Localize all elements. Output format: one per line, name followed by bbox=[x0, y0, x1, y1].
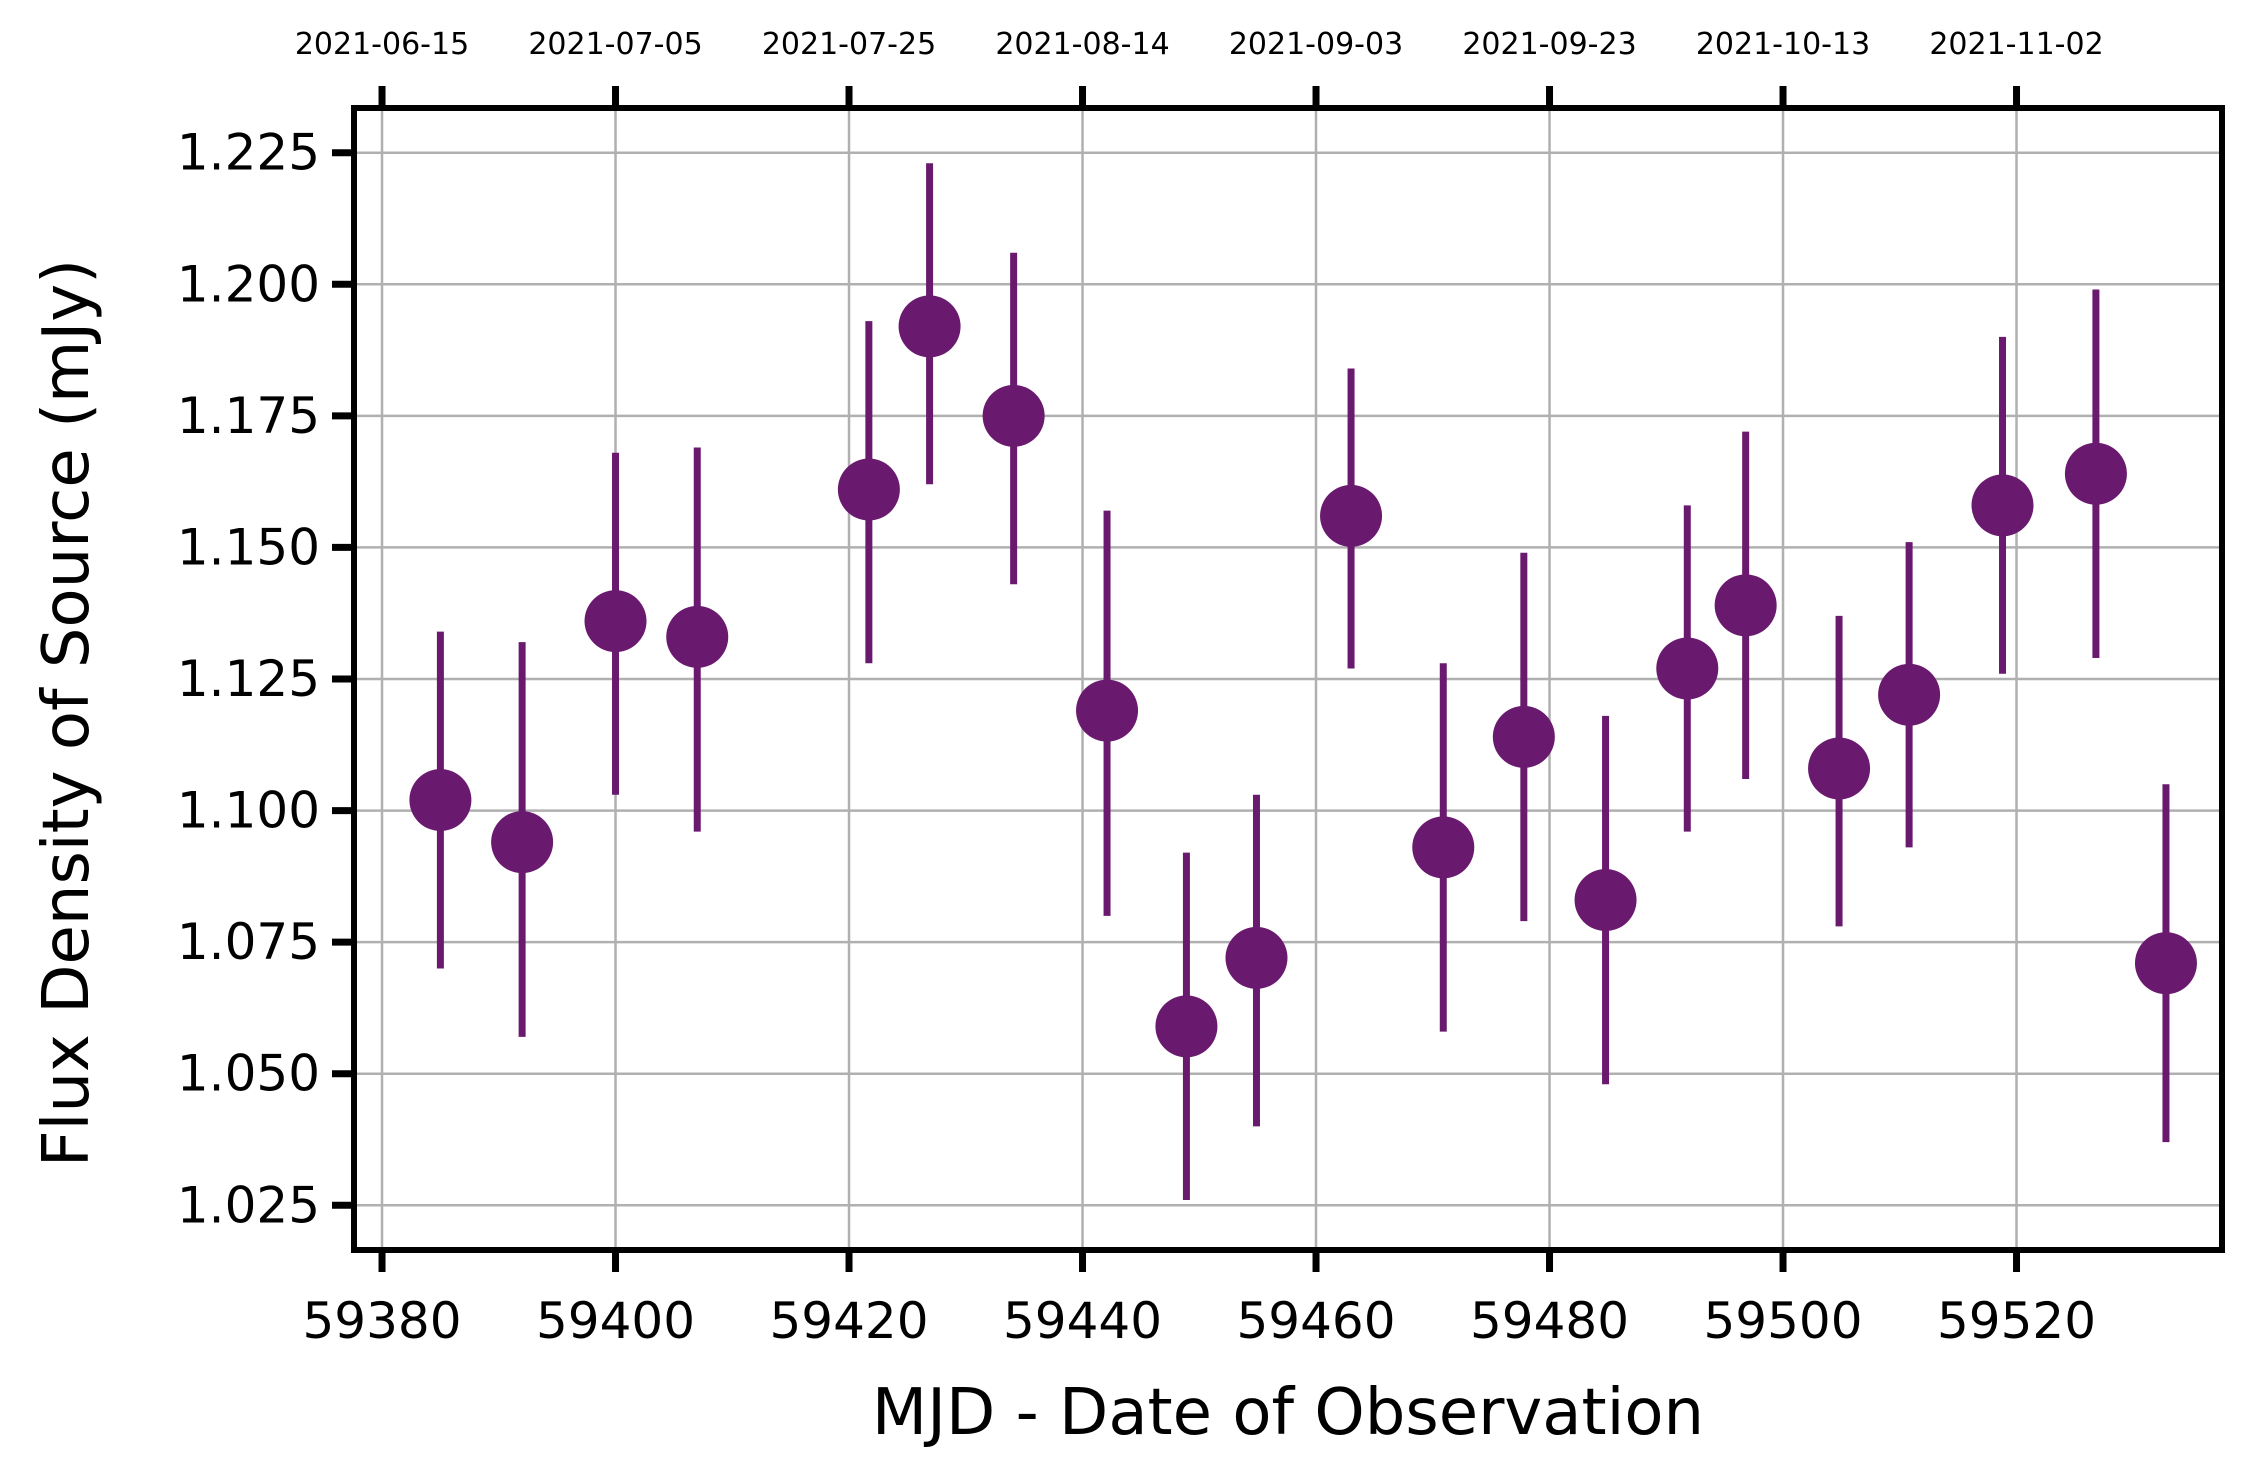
data-point bbox=[1320, 484, 1383, 547]
data-point bbox=[1878, 663, 1941, 726]
data-point bbox=[1714, 574, 1777, 637]
axes: 59380 59400 59420 59440 59460 59480 59500 59520… bbox=[177, 27, 2104, 1350]
data-point bbox=[898, 295, 961, 358]
y-tick-label: 1.200 bbox=[177, 255, 320, 313]
y-tick-label: 1.150 bbox=[177, 518, 320, 576]
x-tick-label: 59520 bbox=[1937, 1292, 2096, 1350]
data-point bbox=[2064, 442, 2127, 505]
y-axis-label: Flux Density of Source (mJy) bbox=[30, 259, 104, 1167]
data-point bbox=[1808, 737, 1871, 800]
y-tick-label: 1.125 bbox=[177, 650, 320, 708]
top-x-tick-label: 2021-07-05 bbox=[528, 27, 702, 62]
y-tick-label: 1.075 bbox=[177, 913, 320, 971]
x-tick-label: 59460 bbox=[1236, 1292, 1395, 1350]
data-points bbox=[409, 295, 2197, 1058]
data-point bbox=[2134, 932, 2197, 995]
data-point bbox=[1971, 474, 2034, 537]
data-point bbox=[666, 605, 729, 668]
y-tick-label: 1.225 bbox=[177, 124, 320, 182]
data-point bbox=[1656, 637, 1719, 700]
data-point bbox=[584, 590, 647, 653]
x-tick-label: 59480 bbox=[1470, 1292, 1629, 1350]
data-point bbox=[409, 769, 472, 832]
data-point bbox=[1492, 705, 1555, 768]
x-tick-label: 59400 bbox=[536, 1292, 695, 1350]
y-tick-label: 1.050 bbox=[177, 1045, 320, 1103]
x-tick-label: 59380 bbox=[302, 1292, 461, 1350]
top-x-tick-label: 2021-09-23 bbox=[1462, 27, 1636, 62]
y-tick-label: 1.025 bbox=[177, 1176, 320, 1234]
data-point bbox=[837, 458, 900, 521]
y-tick-label: 1.100 bbox=[177, 782, 320, 840]
data-point bbox=[1574, 869, 1637, 932]
data-point bbox=[982, 384, 1045, 447]
top-x-tick-label: 2021-08-14 bbox=[995, 27, 1169, 62]
data-point bbox=[1076, 679, 1139, 742]
top-x-tick-label: 2021-11-02 bbox=[1929, 27, 2103, 62]
top-x-tick-label: 2021-10-13 bbox=[1696, 27, 1870, 62]
x-tick-label: 59500 bbox=[1703, 1292, 1862, 1350]
y-tick-label: 1.175 bbox=[177, 387, 320, 445]
top-x-tick-label: 2021-09-03 bbox=[1229, 27, 1403, 62]
x-axis-label: MJD - Date of Observation bbox=[872, 1376, 1704, 1450]
data-point bbox=[491, 811, 554, 874]
top-x-tick-label: 2021-06-15 bbox=[295, 27, 469, 62]
data-point bbox=[1225, 926, 1288, 989]
data-point bbox=[1155, 995, 1218, 1058]
grid-lines bbox=[354, 108, 2222, 1250]
x-tick-label: 59420 bbox=[769, 1292, 928, 1350]
data-point bbox=[1412, 816, 1475, 879]
top-x-tick-label: 2021-07-25 bbox=[762, 27, 936, 62]
x-tick-label: 59440 bbox=[1003, 1292, 1162, 1350]
